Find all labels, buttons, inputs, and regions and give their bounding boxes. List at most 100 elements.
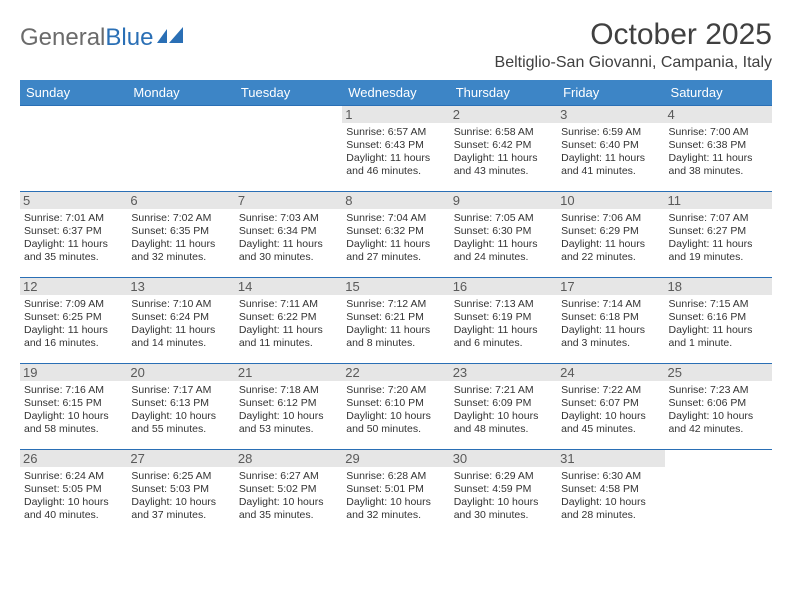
day-number: 13 bbox=[127, 278, 234, 295]
calendar-day-cell: 11Sunrise: 7:07 AMSunset: 6:27 PMDayligh… bbox=[665, 192, 772, 278]
calendar-day-cell: 12 Sunrise: 7:09 AMSunset: 6:25 PMDayligh… bbox=[20, 278, 127, 364]
calendar-day-cell: 29 Sunrise: 6:28 AMSunset: 5:01 PMDayligh… bbox=[342, 450, 449, 536]
day-info: Sunrise: 7:22 AMSunset: 6:07 PMDaylight:… bbox=[561, 384, 660, 437]
day-number: 26 bbox=[20, 450, 127, 467]
calendar-day-cell: 20 Sunrise: 7:17 AMSunset: 6:13 PMDayligh… bbox=[127, 364, 234, 450]
day-number: 19 bbox=[20, 364, 127, 381]
calendar-day-cell: 4Sunrise: 7:00 AMSunset: 6:38 PMDaylight… bbox=[665, 106, 772, 192]
day-number: 8 bbox=[342, 192, 449, 209]
day-number: 14 bbox=[235, 278, 342, 295]
day-info: Sunrise: 6:58 AMSunset: 6:42 PMDaylight:… bbox=[454, 126, 553, 179]
calendar-day-cell: 18 Sunrise: 7:15 AMSunset: 6:16 PMDayligh… bbox=[665, 278, 772, 364]
day-info: Sunrise: 7:23 AMSunset: 6:06 PMDaylight:… bbox=[669, 384, 768, 437]
day-number: 21 bbox=[235, 364, 342, 381]
day-info: Sunrise: 7:13 AMSunset: 6:19 PMDaylight:… bbox=[454, 298, 553, 351]
day-number: 20 bbox=[127, 364, 234, 381]
calendar-day-cell: 8 Sunrise: 7:04 AMSunset: 6:32 PMDaylight… bbox=[342, 192, 449, 278]
flag-icon bbox=[157, 24, 183, 52]
calendar-empty-cell bbox=[235, 106, 342, 192]
day-info: Sunrise: 7:16 AMSunset: 6:15 PMDaylight:… bbox=[24, 384, 123, 437]
calendar-day-cell: 2 Sunrise: 6:58 AMSunset: 6:42 PMDaylight… bbox=[450, 106, 557, 192]
day-info: Sunrise: 7:12 AMSunset: 6:21 PMDaylight:… bbox=[346, 298, 445, 351]
day-number: 25 bbox=[665, 364, 772, 381]
brand-part1: General bbox=[20, 24, 105, 52]
day-header: Saturday bbox=[665, 80, 772, 106]
calendar-week-row: 5 Sunrise: 7:01 AMSunset: 6:37 PMDaylight… bbox=[20, 192, 772, 278]
calendar-day-cell: 9Sunrise: 7:05 AMSunset: 6:30 PMDaylight… bbox=[450, 192, 557, 278]
day-info: Sunrise: 7:07 AMSunset: 6:27 PMDaylight:… bbox=[669, 212, 768, 265]
calendar-week-row: 19 Sunrise: 7:16 AMSunset: 6:15 PMDayligh… bbox=[20, 364, 772, 450]
brand-logo: GeneralBlue bbox=[20, 18, 183, 52]
calendar-week-row: 12 Sunrise: 7:09 AMSunset: 6:25 PMDayligh… bbox=[20, 278, 772, 364]
day-header: Friday bbox=[557, 80, 664, 106]
day-info: Sunrise: 6:59 AMSunset: 6:40 PMDaylight:… bbox=[561, 126, 660, 179]
calendar-empty-cell bbox=[665, 450, 772, 536]
calendar-day-cell: 21Sunrise: 7:18 AMSunset: 6:12 PMDayligh… bbox=[235, 364, 342, 450]
day-info: Sunrise: 7:05 AMSunset: 6:30 PMDaylight:… bbox=[454, 212, 553, 265]
day-number: 30 bbox=[450, 450, 557, 467]
calendar-day-cell: 10Sunrise: 7:06 AMSunset: 6:29 PMDayligh… bbox=[557, 192, 664, 278]
calendar-day-cell: 25 Sunrise: 7:23 AMSunset: 6:06 PMDayligh… bbox=[665, 364, 772, 450]
day-number: 27 bbox=[127, 450, 234, 467]
day-info: Sunrise: 7:02 AMSunset: 6:35 PMDaylight:… bbox=[131, 212, 230, 265]
day-info: Sunrise: 7:04 AMSunset: 6:32 PMDaylight:… bbox=[346, 212, 445, 265]
day-info: Sunrise: 7:09 AMSunset: 6:25 PMDaylight:… bbox=[24, 298, 123, 351]
day-number: 15 bbox=[342, 278, 449, 295]
day-info: Sunrise: 7:01 AMSunset: 6:37 PMDaylight:… bbox=[24, 212, 123, 265]
day-info: Sunrise: 6:30 AMSunset: 4:58 PMDaylight:… bbox=[561, 470, 660, 523]
calendar-day-cell: 3 Sunrise: 6:59 AMSunset: 6:40 PMDaylight… bbox=[557, 106, 664, 192]
day-number: 18 bbox=[665, 278, 772, 295]
day-info: Sunrise: 7:03 AMSunset: 6:34 PMDaylight:… bbox=[239, 212, 338, 265]
calendar-day-cell: 16 Sunrise: 7:13 AMSunset: 6:19 PMDayligh… bbox=[450, 278, 557, 364]
day-number: 23 bbox=[450, 364, 557, 381]
day-info: Sunrise: 7:10 AMSunset: 6:24 PMDaylight:… bbox=[131, 298, 230, 351]
day-info: Sunrise: 6:24 AMSunset: 5:05 PMDaylight:… bbox=[24, 470, 123, 523]
day-header: Monday bbox=[127, 80, 234, 106]
day-number: 6 bbox=[127, 192, 234, 209]
day-number: 10 bbox=[557, 192, 664, 209]
day-number: 22 bbox=[342, 364, 449, 381]
brand-part2: Blue bbox=[105, 24, 153, 52]
day-info: Sunrise: 7:14 AMSunset: 6:18 PMDaylight:… bbox=[561, 298, 660, 351]
day-number: 5 bbox=[20, 192, 127, 209]
calendar-day-cell: 5 Sunrise: 7:01 AMSunset: 6:37 PMDaylight… bbox=[20, 192, 127, 278]
calendar-day-cell: 28Sunrise: 6:27 AMSunset: 5:02 PMDayligh… bbox=[235, 450, 342, 536]
day-number: 2 bbox=[450, 106, 557, 123]
calendar-day-cell: 7Sunrise: 7:03 AMSunset: 6:34 PMDaylight… bbox=[235, 192, 342, 278]
day-number: 3 bbox=[557, 106, 664, 123]
calendar-header-row: SundayMondayTuesdayWednesdayThursdayFrid… bbox=[20, 80, 772, 106]
day-info: Sunrise: 7:17 AMSunset: 6:13 PMDaylight:… bbox=[131, 384, 230, 437]
calendar-week-row: 26 Sunrise: 6:24 AMSunset: 5:05 PMDayligh… bbox=[20, 450, 772, 536]
day-number: 16 bbox=[450, 278, 557, 295]
day-info: Sunrise: 6:28 AMSunset: 5:01 PMDaylight:… bbox=[346, 470, 445, 523]
location: Beltiglio-San Giovanni, Campania, Italy bbox=[495, 54, 772, 72]
day-info: Sunrise: 7:21 AMSunset: 6:09 PMDaylight:… bbox=[454, 384, 553, 437]
calendar-empty-cell bbox=[20, 106, 127, 192]
day-number: 12 bbox=[20, 278, 127, 295]
month-title: October 2025 bbox=[495, 18, 772, 52]
calendar-day-cell: 30Sunrise: 6:29 AMSunset: 4:59 PMDayligh… bbox=[450, 450, 557, 536]
day-info: Sunrise: 7:15 AMSunset: 6:16 PMDaylight:… bbox=[669, 298, 768, 351]
calendar-day-cell: 27 Sunrise: 6:25 AMSunset: 5:03 PMDayligh… bbox=[127, 450, 234, 536]
calendar-empty-cell bbox=[127, 106, 234, 192]
calendar-day-cell: 22 Sunrise: 7:20 AMSunset: 6:10 PMDayligh… bbox=[342, 364, 449, 450]
calendar-day-cell: 23 Sunrise: 7:21 AMSunset: 6:09 PMDayligh… bbox=[450, 364, 557, 450]
title-block: October 2025 Beltiglio-San Giovanni, Cam… bbox=[495, 18, 772, 72]
calendar-table: SundayMondayTuesdayWednesdayThursdayFrid… bbox=[20, 80, 772, 536]
day-number: 29 bbox=[342, 450, 449, 467]
day-info: Sunrise: 7:11 AMSunset: 6:22 PMDaylight:… bbox=[239, 298, 338, 351]
calendar-day-cell: 1Sunrise: 6:57 AMSunset: 6:43 PMDaylight… bbox=[342, 106, 449, 192]
day-number: 28 bbox=[235, 450, 342, 467]
calendar-day-cell: 19 Sunrise: 7:16 AMSunset: 6:15 PMDayligh… bbox=[20, 364, 127, 450]
calendar-day-cell: 31Sunrise: 6:30 AMSunset: 4:58 PMDayligh… bbox=[557, 450, 664, 536]
day-info: Sunrise: 7:00 AMSunset: 6:38 PMDaylight:… bbox=[669, 126, 768, 179]
calendar-day-cell: 6 Sunrise: 7:02 AMSunset: 6:35 PMDaylight… bbox=[127, 192, 234, 278]
calendar-day-cell: 24Sunrise: 7:22 AMSunset: 6:07 PMDayligh… bbox=[557, 364, 664, 450]
day-info: Sunrise: 7:20 AMSunset: 6:10 PMDaylight:… bbox=[346, 384, 445, 437]
day-number: 17 bbox=[557, 278, 664, 295]
day-info: Sunrise: 6:25 AMSunset: 5:03 PMDaylight:… bbox=[131, 470, 230, 523]
day-header: Thursday bbox=[450, 80, 557, 106]
day-header: Sunday bbox=[20, 80, 127, 106]
day-number: 1 bbox=[342, 106, 449, 123]
calendar-day-cell: 26 Sunrise: 6:24 AMSunset: 5:05 PMDayligh… bbox=[20, 450, 127, 536]
